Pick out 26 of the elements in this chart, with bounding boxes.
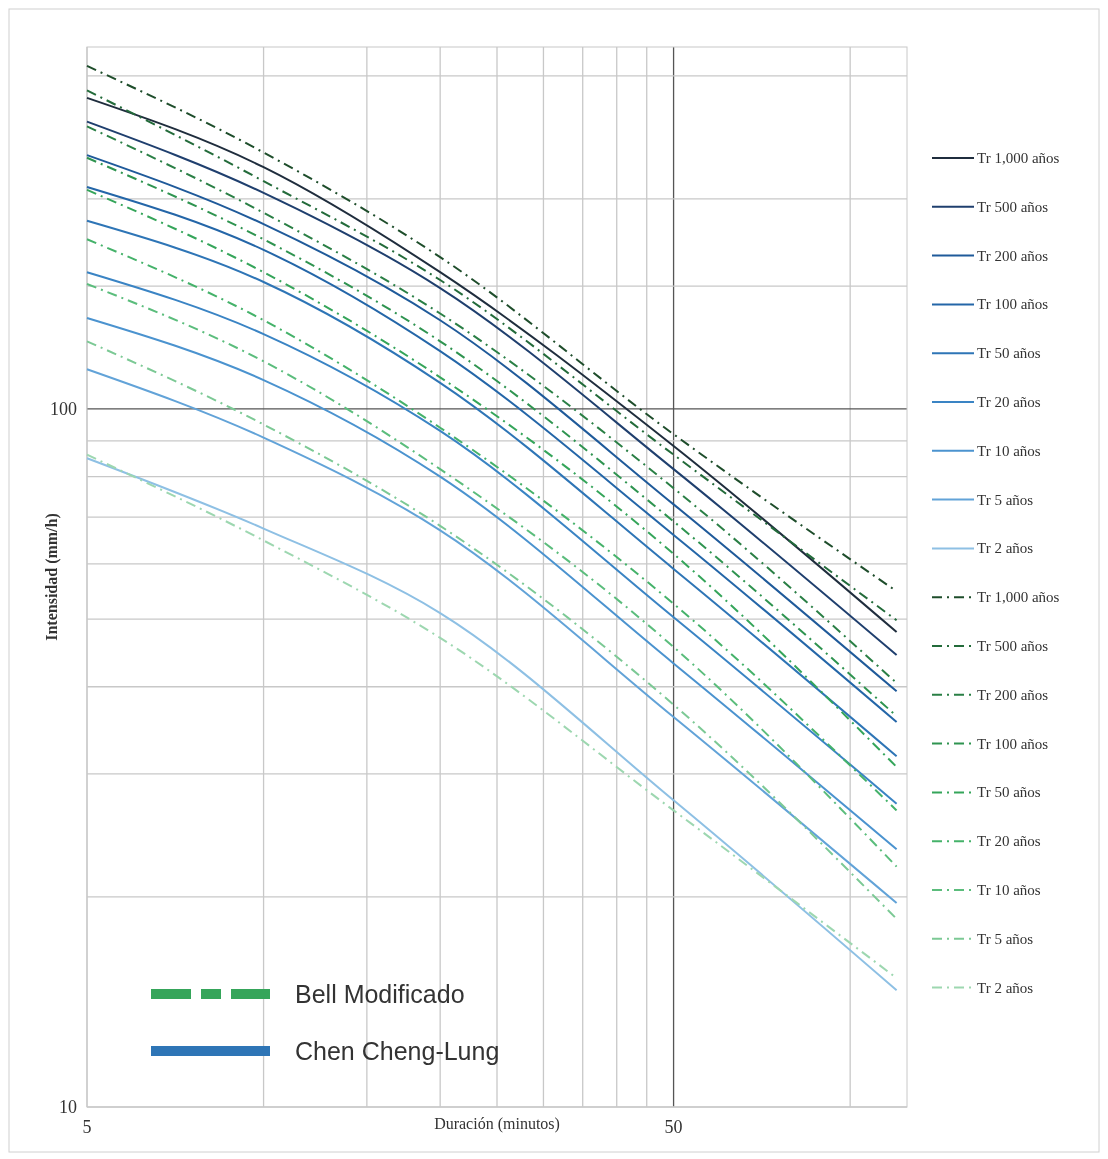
legend-label: Tr 50 años [977, 345, 1041, 362]
legend-label: Tr 500 años [977, 198, 1049, 215]
legend-label: Tr 10 años [977, 442, 1041, 459]
legend-label: Tr 2 años [977, 540, 1034, 557]
annotation: Bell Modificado [295, 980, 465, 1008]
legend-label: Tr 50 años [977, 784, 1041, 801]
legend-label: Tr 20 años [977, 394, 1041, 410]
legend-label: Tr 1,000 años [977, 150, 1060, 166]
legend-label: Tr 200 años [977, 686, 1049, 703]
legend-label: Tr 20 años [977, 833, 1041, 850]
annotation: Chen Cheng-Lung [295, 1037, 500, 1065]
y-tick-label: 100 [50, 398, 77, 419]
legend-label: Tr 100 años [977, 735, 1049, 752]
legend-label: Tr 200 años [977, 247, 1049, 264]
legend-label: Tr 5 años [977, 491, 1034, 508]
y-axis-title: Intensidad (mm/h) [43, 513, 61, 641]
y-tick-label: 10 [59, 1097, 77, 1117]
legend-label: Tr 10 años [977, 882, 1041, 898]
legend-label: Tr 1,000 años [977, 589, 1060, 606]
legend-label: Tr 500 años [977, 638, 1049, 654]
legend-label: Tr 5 años [977, 930, 1034, 947]
x-tick-label: 50 [664, 1117, 683, 1137]
x-axis-title: Duración (minutos) [434, 1115, 560, 1133]
x-tick-label: 5 [82, 1117, 92, 1137]
legend-label: Tr 100 años [977, 296, 1049, 313]
legend-label: Tr 2 años [977, 979, 1034, 996]
